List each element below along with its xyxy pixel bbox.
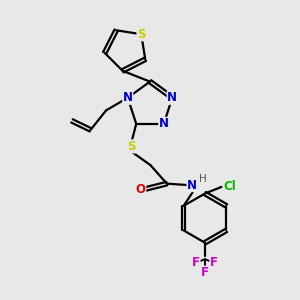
Text: N: N — [123, 91, 133, 104]
Text: N: N — [167, 91, 177, 104]
Text: H: H — [199, 173, 207, 184]
Text: N: N — [159, 117, 169, 130]
Text: Cl: Cl — [224, 180, 236, 194]
Text: S: S — [137, 28, 146, 41]
Text: F: F — [201, 266, 209, 279]
Text: N: N — [187, 178, 197, 192]
Text: O: O — [136, 182, 146, 196]
Text: F: F — [192, 256, 200, 269]
Text: S: S — [128, 140, 136, 153]
Text: F: F — [210, 256, 218, 269]
